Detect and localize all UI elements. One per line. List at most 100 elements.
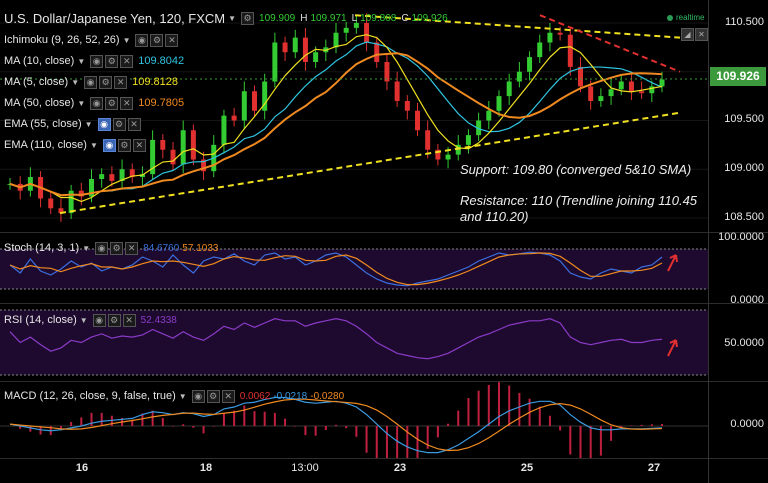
close-icon[interactable]: ✕ (695, 28, 708, 41)
settings-icon[interactable]: ⚙ (110, 241, 124, 255)
settings-icon[interactable]: ⚙ (206, 389, 220, 403)
candle-body (435, 149, 441, 160)
chevron-down-icon[interactable]: ▼ (84, 119, 93, 129)
close-icon[interactable]: ✕ (125, 241, 139, 255)
settings-icon[interactable]: ⚙ (117, 138, 131, 152)
macd-tick: 0.0000 (730, 418, 764, 430)
eye-icon[interactable]: ◉ (92, 313, 106, 327)
candle-body (292, 37, 298, 53)
realtime-indicator: realtime (667, 13, 704, 22)
chevron-down-icon[interactable]: ▼ (77, 56, 86, 66)
candle-body (608, 89, 614, 97)
ohlc-close: 109.926 (411, 12, 448, 24)
candle-body (190, 130, 196, 160)
indicator-ma50[interactable]: MA (50, close) ▼ ◉ ⚙ ✕ 109.7805 (4, 95, 184, 111)
settings-icon[interactable]: ⚙ (112, 117, 126, 131)
indicator-ichimoku[interactable]: Ichimoku (9, 26, 52, 26) ▼ ◉ ⚙ ✕ (4, 32, 179, 48)
candle-body (557, 32, 563, 35)
settings-icon[interactable]: ⚙ (99, 75, 113, 89)
eye-icon[interactable]: ◉ (84, 75, 98, 89)
candle-body (302, 37, 308, 62)
chevron-down-icon[interactable]: ▼ (228, 13, 237, 23)
rsi-value: 52.4338 (140, 314, 177, 326)
macd-chart[interactable] (0, 382, 708, 458)
indicator-value: 109.8128 (132, 76, 178, 88)
ohlc-open: 109.909 (259, 12, 296, 24)
candle-body (150, 140, 156, 175)
candle-body (567, 34, 573, 67)
symbol-header[interactable]: U.S. Dollar/Japanese Yen, 120, FXCM ▼ ⚙ … (4, 10, 448, 26)
ma5-line (9, 34, 663, 203)
candle-body (129, 169, 135, 178)
close-icon[interactable]: ✕ (132, 138, 146, 152)
settings-icon[interactable]: ⚙ (105, 54, 119, 68)
candle-body (404, 101, 410, 111)
eye-icon[interactable]: ◉ (102, 138, 116, 152)
candle-body (547, 32, 553, 43)
close-icon[interactable]: ✕ (165, 33, 179, 47)
macd-header[interactable]: MACD (12, 26, close, 9, false, true) ▼ ◉ ⚙… (4, 388, 344, 404)
indicator-ma5[interactable]: MA (5, close) ▼ ◉ ⚙ ✕ 109.8128 (4, 74, 178, 90)
candle-body (578, 66, 583, 87)
candle-body (496, 96, 502, 111)
chevron-down-icon[interactable]: ▼ (82, 243, 91, 253)
candle-body (384, 62, 390, 82)
candle-body (313, 52, 319, 62)
price-tick: 109.500 (724, 113, 764, 125)
macd-label: MACD (12, 26, close, 9, false, true) (4, 390, 176, 402)
candle-body (455, 144, 461, 155)
stoch-header[interactable]: Stoch (14, 3, 1) ▼ ◉ ⚙ ✕ 84.6760 57.1033 (4, 240, 218, 256)
chevron-down-icon[interactable]: ▼ (122, 35, 131, 45)
indicator-ema110[interactable]: EMA (110, close) ▼ ◉ ⚙ ✕ (4, 137, 146, 153)
eye-icon[interactable]: ◉ (97, 117, 111, 131)
candle-body (588, 86, 594, 101)
x-tick: 25 (520, 462, 534, 474)
close-icon[interactable]: ✕ (122, 313, 136, 327)
candle-body (476, 120, 482, 136)
close-icon[interactable]: ✕ (221, 389, 235, 403)
close-icon[interactable]: ✕ (114, 75, 128, 89)
close-icon[interactable]: ✕ (120, 54, 134, 68)
candle-body (180, 130, 186, 165)
rsi-header[interactable]: RSI (14, close) ▼ ◉ ⚙ ✕ 52.4338 (4, 312, 177, 328)
price-chart[interactable] (0, 0, 708, 232)
chevron-down-icon[interactable]: ▼ (71, 77, 80, 87)
stoch-tick: 100.0000 (718, 231, 764, 243)
indicator-ema55[interactable]: EMA (55, close) ▼ ◉ ⚙ ✕ (4, 116, 141, 132)
indicator-label: EMA (110, close) (4, 139, 87, 151)
eye-icon[interactable]: ◉ (90, 96, 104, 110)
eye-icon[interactable]: ◉ (191, 389, 205, 403)
indicator-label: MA (5, close) (4, 76, 69, 88)
eye-icon[interactable]: ◉ (135, 33, 149, 47)
indicator-value: 109.8042 (138, 55, 185, 67)
indicator-ma10[interactable]: MA (10, close) ▼ ◉ ⚙ ✕ 109.8042 (4, 53, 184, 69)
support-trendline (59, 111, 681, 215)
chevron-down-icon[interactable]: ▼ (77, 98, 86, 108)
candle-body (374, 42, 380, 62)
close-icon[interactable]: ✕ (127, 117, 141, 131)
support-note: Support: 109.80 (converged 5&10 SMA) (460, 162, 692, 177)
candle-body (109, 174, 115, 181)
settings-icon[interactable]: ⚙ (105, 96, 119, 110)
chevron-down-icon[interactable]: ▼ (89, 140, 98, 150)
macd-signal-value: -0.0280 (310, 390, 345, 402)
eye-icon[interactable]: ◉ (95, 241, 109, 255)
settings-icon[interactable]: ⚙ (241, 11, 255, 25)
candle-body (252, 91, 257, 111)
stoch-k-value: 84.6760 (143, 242, 180, 254)
candle-body (465, 135, 471, 145)
stoch-chart[interactable] (0, 233, 708, 303)
close-icon[interactable]: ✕ (120, 96, 134, 110)
settings-icon[interactable]: ⚙ (107, 313, 121, 327)
candle-body (598, 96, 604, 101)
ohlc-close-label: C (401, 12, 409, 24)
candle-body (282, 42, 288, 53)
arrow-icon[interactable]: ◢ (681, 28, 694, 41)
settings-icon[interactable]: ⚙ (150, 33, 164, 47)
candle-body (68, 190, 74, 214)
chevron-down-icon[interactable]: ▼ (79, 315, 88, 325)
candle-body (343, 27, 349, 33)
eye-icon[interactable]: ◉ (90, 54, 104, 68)
chevron-down-icon[interactable]: ▼ (178, 391, 187, 401)
price-axis[interactable]: 110.500 109.500 109.000 108.500 100.0000… (708, 0, 768, 483)
